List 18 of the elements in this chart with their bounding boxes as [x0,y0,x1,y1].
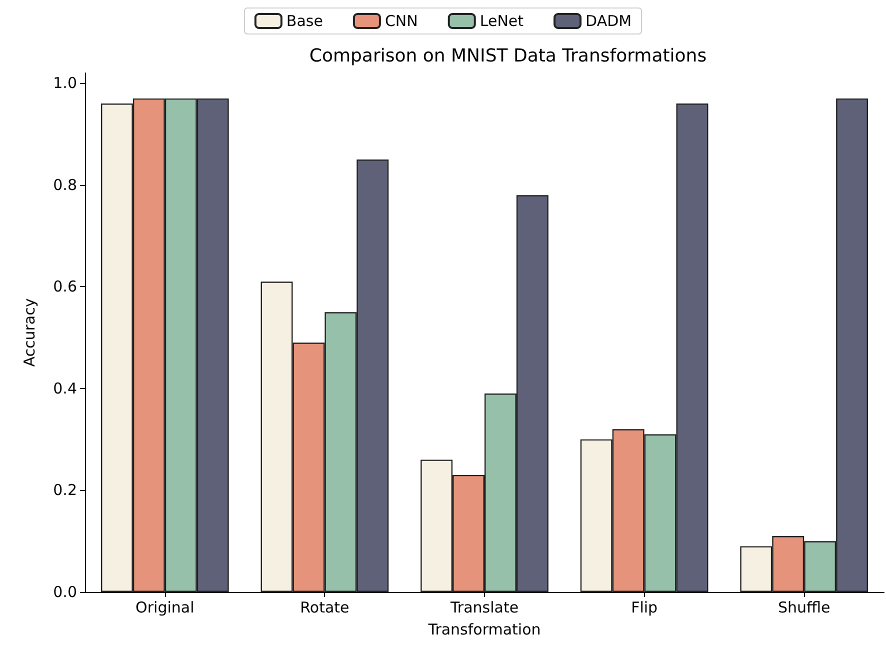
x-tick-label: Original [136,598,194,616]
y-tick-label: 0.0 [53,583,77,601]
chart-title: Comparison on MNIST Data Transformations [309,46,707,66]
x-tick-label: Translate [449,598,519,616]
y-tick-label: 1.0 [53,74,77,92]
x-tick-label: Flip [631,598,658,616]
y-tick-label: 0.8 [53,176,77,194]
x-tick-label: Rotate [300,598,350,616]
y-axis-title: Accuracy [20,298,38,367]
x-axis-title: Transformation [427,620,541,638]
legend-label: CNN [384,12,418,30]
legend-label: LeNet [480,12,524,30]
legend-label: DADM [586,12,632,30]
x-tick-label: Shuffle [778,598,830,616]
legend-label: Base [286,12,323,30]
y-tick-label: 0.6 [53,278,77,296]
y-tick-label: 0.2 [53,481,77,500]
y-tick-label: 0.4 [53,379,77,398]
